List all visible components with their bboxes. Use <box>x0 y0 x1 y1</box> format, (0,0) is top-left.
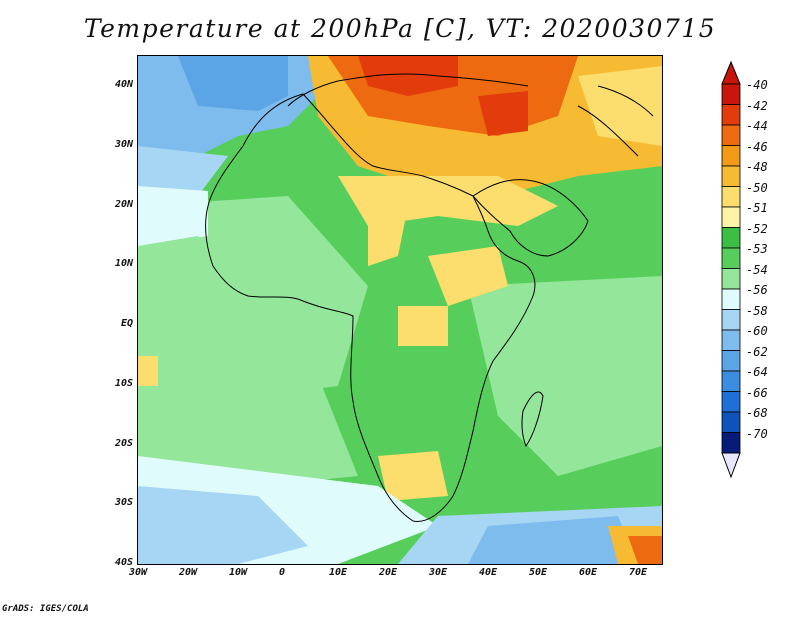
lat-tick-label: 40N <box>114 79 133 90</box>
colorbar-swatch <box>721 288 741 310</box>
colorbar-swatch <box>721 104 741 126</box>
colorbar-swatch <box>721 309 741 331</box>
colorbar-label: -52 <box>746 221 768 236</box>
lon-tick-label: 60E <box>579 567 598 578</box>
lon-tick-label: 20W <box>179 567 198 578</box>
lat-tick-label: 10S <box>114 377 133 389</box>
lon-tick-label: 0 <box>279 567 286 578</box>
colorbar-label: -54 <box>746 262 768 277</box>
map-canvas <box>138 56 662 564</box>
lat-tick-label: 30N <box>114 138 133 150</box>
colorbar-label: -51 <box>746 201 768 215</box>
colorbar-label: -42 <box>746 98 768 113</box>
lon-tick-label: 30W <box>129 567 148 578</box>
lon-tick-label: 30E <box>429 567 448 578</box>
colorbar-label: -53 <box>746 242 768 256</box>
colorbar-swatch <box>721 391 741 413</box>
colorbar-top-arrow <box>721 60 741 85</box>
colorbar-swatch <box>721 145 741 167</box>
credit-text: GrADS: IGES/COLA <box>2 604 89 614</box>
colorbar-label: -44 <box>746 119 768 133</box>
colorbar-swatch <box>721 370 741 392</box>
colorbar-label: -68 <box>746 406 768 420</box>
lat-tick-label: 20N <box>114 198 133 210</box>
lat-tick-label: 10N <box>114 258 133 270</box>
lon-tick-label: 20E <box>379 567 398 578</box>
colorbar-swatch <box>721 350 741 372</box>
colorbar-swatch <box>721 227 741 249</box>
lat-tick-label: 20S <box>114 437 133 449</box>
colorbar-label: -58 <box>746 303 768 318</box>
lat-tick-label: EQ <box>120 318 133 329</box>
colorbar-label: -56 <box>746 283 768 297</box>
colorbar-swatch <box>721 268 741 290</box>
lat-tick-label: 40S <box>114 557 133 568</box>
colorbar-swatch <box>721 411 741 433</box>
colorbar-swatch <box>721 124 741 146</box>
colorbar-label: -48 <box>746 160 768 174</box>
colorbar-label: -64 <box>746 365 768 379</box>
lon-tick-label: 50E <box>529 567 548 578</box>
colorbar-label: -62 <box>746 344 768 359</box>
lon-tick-label: 10E <box>329 567 348 578</box>
colorbar-label: -50 <box>746 180 768 195</box>
colorbar-bottom-arrow <box>721 452 741 479</box>
colorbar-label: -66 <box>746 385 768 400</box>
colorbar-label: -70 <box>746 426 768 441</box>
lon-tick-label: 70E <box>629 567 648 578</box>
colorbar-svg <box>721 60 741 479</box>
colorbar-label: -40 <box>746 78 768 92</box>
colorbar-swatch <box>721 329 741 351</box>
colorbar-swatch <box>721 165 741 187</box>
colorbar-label: -46 <box>746 139 768 154</box>
lon-tick-label: 40E <box>479 567 498 578</box>
colorbar-swatch <box>721 83 741 105</box>
map-title: Temperature at 200hPa [C], VT: 202003071… <box>83 14 717 43</box>
lon-tick-label: 10W <box>229 567 248 578</box>
colorbar-swatch <box>721 247 741 269</box>
lat-tick-label: 30S <box>114 497 133 509</box>
colorbar-swatch <box>721 432 741 454</box>
colorbar-swatch <box>721 186 741 208</box>
colorbar-label: -60 <box>746 324 768 338</box>
colorbar-swatch <box>721 206 741 228</box>
temperature-map <box>137 55 663 565</box>
